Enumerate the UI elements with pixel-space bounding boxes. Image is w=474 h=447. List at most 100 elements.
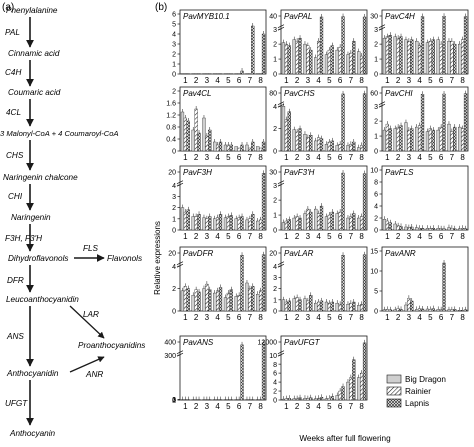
bar-lapnis — [208, 129, 212, 152]
bar-rainier — [237, 295, 241, 312]
plot-frame — [280, 246, 368, 312]
bar-big-dragon — [281, 106, 286, 152]
y-tick-label: 2 — [374, 42, 378, 49]
x-tick-label: 2 — [396, 76, 401, 85]
enzyme-chi: CHI — [8, 192, 23, 201]
bar-big-dragon — [281, 42, 286, 75]
axis-break-mark — [378, 24, 386, 29]
bar-big-dragon — [357, 305, 361, 312]
y-tick-label: 8 — [273, 362, 277, 369]
bar-big-dragon — [245, 282, 249, 312]
y-tick-label: 6 — [172, 12, 176, 19]
x-tick-label: 3 — [407, 232, 412, 241]
bar-rainier — [316, 213, 321, 231]
x-tick-label: 5 — [428, 232, 433, 241]
bar-rainier — [428, 228, 432, 231]
bar-big-dragon — [447, 40, 451, 75]
bar-rainier — [183, 211, 188, 231]
legend-label-big-dragon: Big Dragon — [405, 375, 446, 384]
chart-title: PavFLS — [385, 168, 414, 177]
bar-big-dragon — [324, 54, 329, 75]
bar-rainier — [338, 46, 342, 75]
bar-lapnis — [240, 216, 244, 231]
y-tick-label: 3 — [374, 104, 378, 111]
bar-lapnis — [352, 40, 356, 75]
bar-lapnis — [319, 138, 324, 152]
x-tick-label: 3 — [205, 232, 210, 241]
x-tick-label: 6 — [338, 402, 343, 411]
x-tick-label: 8 — [258, 402, 263, 411]
bar-rainier — [450, 40, 454, 75]
x-tick-label: 4 — [417, 153, 422, 162]
bar-big-dragon — [346, 304, 350, 312]
bar-rainier — [306, 45, 310, 75]
axis-break-mark — [176, 263, 184, 268]
bar-rainier — [349, 377, 353, 401]
node-anthocyanidin: Anthocyanidin — [6, 369, 59, 378]
bar-rainier — [407, 227, 411, 231]
enzyme-lar: LAR — [83, 310, 99, 319]
bar-rainier — [237, 217, 241, 231]
x-tick-label: 1 — [183, 153, 188, 162]
bar-lapnis — [261, 254, 266, 312]
axis-break-mark — [277, 263, 285, 268]
y-tick-label: 2 — [273, 42, 277, 49]
bar-big-dragon — [458, 126, 462, 152]
y-tick-label: 20 — [168, 251, 176, 258]
bar-lapnis — [218, 141, 223, 152]
x-tick-label: 3 — [205, 402, 210, 411]
x-tick-label: 3 — [306, 76, 311, 85]
x-tick-label: 2 — [396, 313, 401, 322]
bar-rainier — [226, 292, 231, 312]
bar-lapnis — [388, 34, 392, 75]
y-tick-label: 5 — [374, 289, 378, 296]
bar-rainier — [205, 135, 209, 152]
bar-lapnis — [341, 16, 345, 75]
bar-big-dragon — [447, 309, 451, 312]
x-tick-label: 8 — [359, 313, 364, 322]
x-tick-label: 6 — [237, 402, 242, 411]
bar-lapnis — [319, 205, 324, 231]
bar-big-dragon — [191, 295, 195, 312]
bar-big-dragon — [346, 145, 350, 152]
bar-rainier — [439, 43, 443, 75]
bar-rainier — [284, 220, 288, 231]
bar-lapnis — [341, 93, 345, 152]
bar-lapnis — [319, 16, 324, 75]
plot-frame — [280, 86, 368, 152]
bar-lapnis — [420, 228, 425, 231]
bar-big-dragon — [213, 141, 217, 152]
chart-title: PavPAL — [284, 12, 312, 21]
bar-big-dragon — [324, 144, 329, 152]
axis-break-mark — [378, 26, 386, 31]
bar-rainier — [359, 216, 364, 231]
bar-lapnis — [240, 70, 244, 75]
bar-big-dragon — [458, 310, 462, 312]
x-tick-label: 5 — [327, 313, 332, 322]
y-tick-label: 10 — [370, 269, 378, 276]
bar-big-dragon — [393, 309, 397, 312]
bar-big-dragon — [202, 117, 206, 152]
bar-rainier — [248, 218, 252, 231]
x-tick-label: 5 — [327, 402, 332, 411]
bar-big-dragon — [357, 51, 361, 75]
x-tick-label: 5 — [327, 153, 332, 162]
bar-lapnis — [388, 309, 392, 312]
chart-title: PavF3'H — [284, 168, 315, 177]
bar-big-dragon — [436, 309, 440, 312]
chart-title: PavUFGT — [284, 338, 321, 347]
y-tick-label: 30 — [370, 14, 378, 21]
y-tick-label: 2 — [172, 286, 176, 293]
enzyme-f3h-f3ph: F3H, F3'H — [5, 234, 42, 243]
y-tick-label: 0 — [273, 398, 277, 405]
bar-big-dragon — [245, 219, 249, 231]
bar-lapnis — [298, 299, 302, 312]
x-tick-label: 8 — [460, 76, 465, 85]
bar-lapnis — [420, 94, 425, 152]
bar-big-dragon — [357, 217, 361, 231]
